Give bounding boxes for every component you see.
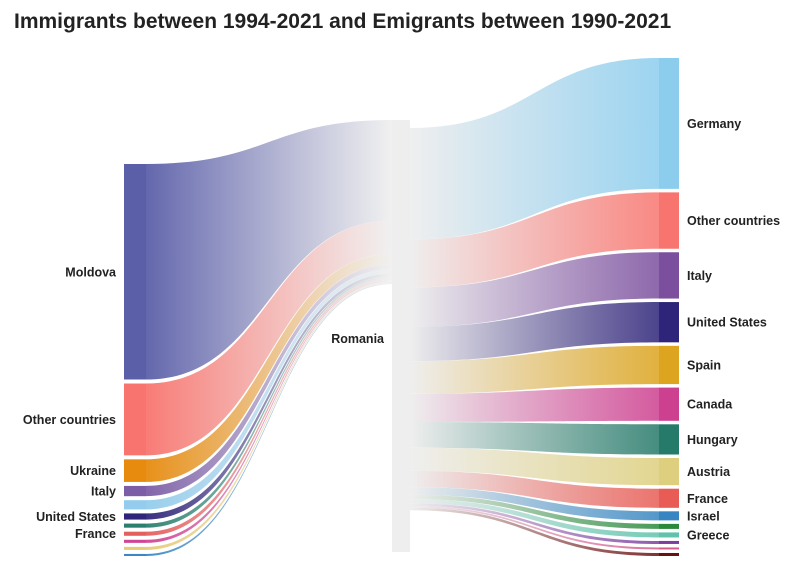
source-label-italy-3: Italy: [91, 485, 116, 499]
target-label-hungary-6: Hungary: [687, 433, 738, 447]
node-label-romania: Romania: [331, 332, 385, 346]
source-label-ukraine-2: Ukraine: [70, 464, 116, 478]
node-romania[interactable]: [392, 120, 410, 552]
link-in-ukraine-2[interactable]: [146, 253, 392, 482]
target-node-unlabeled-14[interactable]: [659, 552, 679, 556]
link-out-united-states-3[interactable]: [410, 302, 659, 362]
link-in-unlabeled-8[interactable]: [146, 280, 392, 543]
target-node-unlabeled-10[interactable]: [659, 523, 679, 529]
link-out-unlabeled-13[interactable]: [410, 505, 659, 550]
target-node-spain-4[interactable]: [659, 345, 679, 385]
target-node-canada-5[interactable]: [659, 387, 679, 421]
link-out-unlabeled-10[interactable]: [410, 494, 659, 529]
source-node-italy-3[interactable]: [124, 485, 146, 497]
target-label-greece-11: Greece: [687, 528, 729, 542]
source-node-unlabeled-8[interactable]: [124, 539, 146, 543]
target-node-unlabeled-12[interactable]: [659, 540, 679, 544]
labels-layer: Romania Moldova Other countries Ukraine Ital…: [23, 117, 780, 542]
link-out-france-8[interactable]: [410, 470, 659, 508]
target-node-france-8[interactable]: [659, 488, 679, 508]
source-label-france-7: France: [75, 527, 116, 541]
source-node-other-countries-1[interactable]: [124, 383, 146, 456]
target-label-united-states-3: United States: [687, 316, 767, 330]
target-label-israel-9: Israel: [687, 509, 720, 523]
source-label-other-countries-1: Other countries: [23, 413, 116, 427]
link-in-other-countries-1[interactable]: [146, 220, 392, 456]
link-out-spain-4[interactable]: [410, 345, 659, 394]
target-label-italy-2: Italy: [687, 269, 712, 283]
link-in-unlabeled-9[interactable]: [146, 281, 392, 550]
source-node-unlabeled-10[interactable]: [124, 553, 146, 556]
links-layer: [146, 58, 659, 556]
target-node-hungary-6[interactable]: [659, 424, 679, 455]
chart-title: Immigrants between 1994-2021 and Emigran…: [14, 10, 672, 33]
target-label-other-countries-1: Other countries: [687, 214, 780, 228]
source-node-ukraine-2[interactable]: [124, 459, 146, 482]
link-in-moldova-0[interactable]: [146, 120, 392, 380]
target-node-israel-9[interactable]: [659, 511, 679, 521]
target-label-canada-5: Canada: [687, 398, 733, 412]
link-out-italy-2[interactable]: [410, 252, 659, 327]
source-node-moldova-0[interactable]: [124, 164, 146, 380]
target-label-france-8: France: [687, 492, 728, 506]
source-node-unlabeled-4[interactable]: [124, 500, 146, 510]
target-node-unlabeled-13[interactable]: [659, 547, 679, 550]
link-out-israel-9[interactable]: [410, 487, 659, 521]
source-label-moldova-0: Moldova: [65, 265, 117, 279]
link-out-greece-11[interactable]: [410, 499, 659, 538]
target-node-austria-7[interactable]: [659, 458, 679, 486]
link-out-other-countries-1[interactable]: [410, 192, 659, 288]
link-in-unlabeled-10[interactable]: [146, 283, 392, 556]
link-in-unlabeled-4[interactable]: [146, 269, 392, 510]
source-node-unlabeled-9[interactable]: [124, 546, 146, 550]
link-out-unlabeled-14[interactable]: [410, 507, 659, 556]
link-out-canada-5[interactable]: [410, 387, 659, 422]
link-in-france-7[interactable]: [146, 278, 392, 536]
target-label-austria-7: Austria: [687, 465, 731, 479]
source-label-united-states-5: United States: [36, 510, 116, 524]
link-in-unlabeled-6[interactable]: [146, 276, 392, 528]
link-out-hungary-6[interactable]: [410, 421, 659, 455]
source-node-unlabeled-6[interactable]: [124, 523, 146, 528]
link-out-germany-0[interactable]: [410, 58, 659, 240]
source-node-france-7[interactable]: [124, 531, 146, 536]
link-out-unlabeled-12[interactable]: [410, 503, 659, 544]
source-node-united-states-5[interactable]: [124, 513, 146, 520]
target-label-spain-4: Spain: [687, 358, 721, 372]
target-node-italy-2[interactable]: [659, 252, 679, 299]
link-in-united-states-5[interactable]: [146, 273, 392, 520]
target-node-united-states-3[interactable]: [659, 302, 679, 343]
target-label-germany-0: Germany: [687, 117, 741, 131]
link-in-italy-3[interactable]: [146, 264, 392, 497]
target-node-germany-0[interactable]: [659, 58, 679, 189]
target-node-greece-11[interactable]: [659, 532, 679, 538]
link-out-austria-7[interactable]: [410, 447, 659, 486]
nodes-layer: [124, 58, 679, 556]
target-node-other-countries-1[interactable]: [659, 192, 679, 249]
